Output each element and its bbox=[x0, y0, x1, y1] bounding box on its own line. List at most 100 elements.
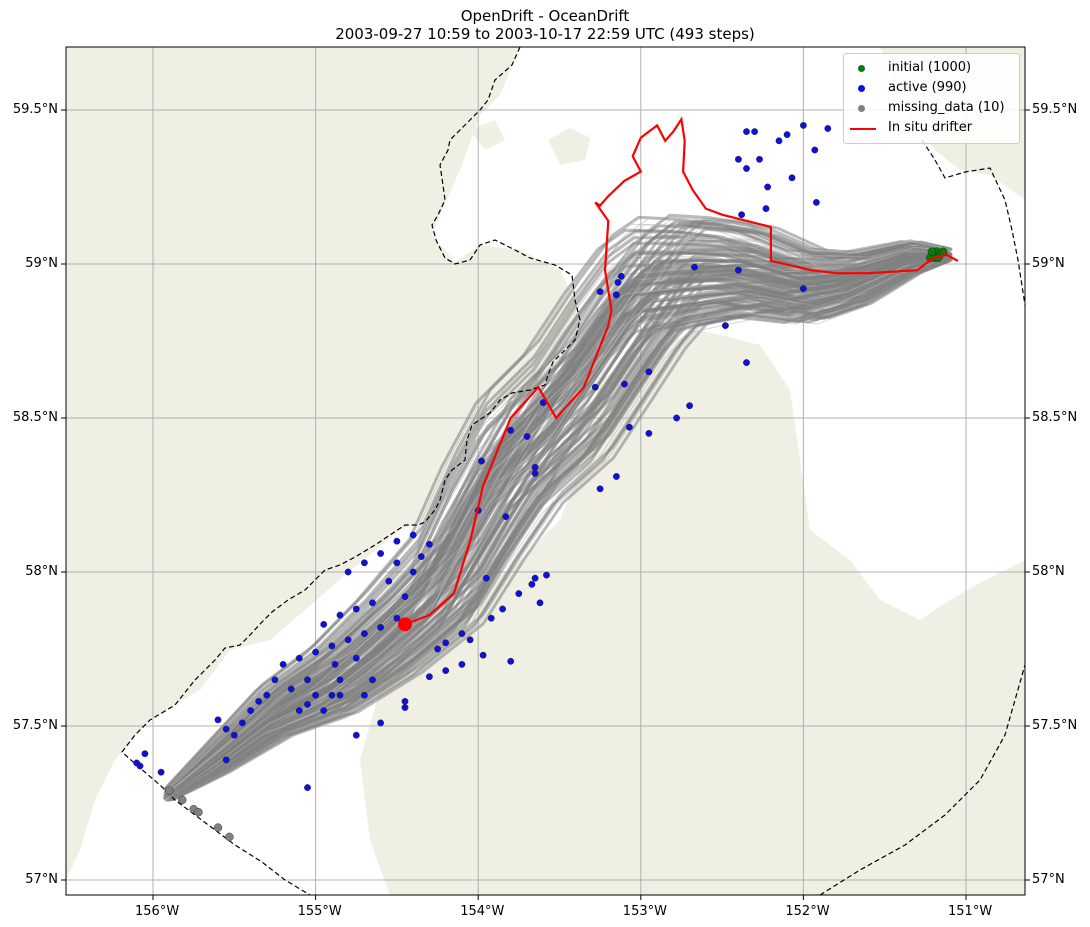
active-point bbox=[417, 553, 425, 560]
active-point bbox=[543, 571, 550, 579]
missing-data-point bbox=[225, 832, 234, 842]
lat-tick-label-right: 57.5°N bbox=[1032, 718, 1078, 733]
active-point bbox=[425, 540, 433, 548]
active-point bbox=[762, 205, 770, 213]
active-point bbox=[502, 513, 510, 520]
active-point bbox=[331, 661, 339, 668]
active-point bbox=[743, 359, 750, 366]
active-point bbox=[425, 673, 433, 681]
active-point bbox=[369, 676, 376, 684]
mainland-land bbox=[66, 47, 580, 880]
drifter-end-marker bbox=[398, 617, 413, 632]
lat-tick-label-right: 59.5°N bbox=[1032, 102, 1078, 117]
active-point bbox=[377, 624, 384, 631]
active-point bbox=[591, 383, 599, 391]
island-north-1 bbox=[548, 128, 590, 165]
active-point bbox=[515, 590, 523, 597]
active-point bbox=[222, 756, 230, 764]
axes-frame bbox=[65, 46, 1026, 896]
active-point bbox=[304, 784, 311, 791]
in-situ-drifter-track bbox=[404, 116, 959, 626]
active-point bbox=[626, 423, 633, 431]
active-point bbox=[531, 469, 539, 477]
active-point bbox=[479, 651, 487, 659]
legend-marker-initial bbox=[858, 65, 865, 72]
legend-item-drifter: In situ drifter bbox=[844, 120, 1019, 138]
active-point bbox=[735, 155, 742, 163]
active-point bbox=[442, 639, 450, 647]
lat-tick-label-left: 59.5°N bbox=[12, 102, 58, 117]
active-point bbox=[722, 322, 729, 329]
active-point bbox=[344, 636, 352, 644]
particle-trajectory bbox=[167, 242, 948, 793]
missing-data-point bbox=[194, 808, 203, 817]
active-point bbox=[271, 676, 279, 684]
active-point bbox=[304, 676, 311, 684]
legend-item-missing: missing_data (10) bbox=[844, 100, 1019, 118]
active-point bbox=[360, 630, 368, 637]
model-domain-boundary-right bbox=[921, 139, 1025, 306]
active-point bbox=[783, 131, 791, 139]
active-point bbox=[401, 593, 409, 600]
initial-point bbox=[927, 247, 937, 256]
active-point bbox=[320, 707, 328, 714]
particle-trajectory bbox=[170, 259, 951, 802]
active-point bbox=[401, 704, 409, 711]
active-point bbox=[304, 701, 311, 708]
particle-trajectory bbox=[166, 259, 945, 800]
active-point bbox=[478, 457, 485, 465]
active-point bbox=[811, 146, 819, 154]
particle-trajectory bbox=[169, 258, 950, 801]
active-point bbox=[743, 128, 750, 136]
active-point bbox=[287, 685, 295, 693]
active-point bbox=[531, 463, 539, 471]
active-point bbox=[536, 599, 544, 607]
lon-tick-label: 154°W bbox=[460, 904, 505, 919]
active-point bbox=[385, 577, 393, 585]
active-point bbox=[482, 574, 490, 582]
active-point bbox=[434, 645, 441, 653]
active-point bbox=[499, 605, 506, 613]
particle-trajectory bbox=[168, 256, 949, 799]
active-point bbox=[393, 537, 401, 545]
active-point bbox=[751, 128, 758, 136]
lat-tick-label-left: 57.5°N bbox=[12, 718, 58, 733]
particle-trajectory bbox=[173, 225, 952, 789]
active-point bbox=[377, 550, 384, 557]
active-point bbox=[157, 768, 165, 776]
active-point bbox=[263, 691, 271, 699]
legend-line-drifter bbox=[850, 128, 876, 130]
drifter-layer bbox=[398, 116, 959, 632]
lon-tick-label: 151°W bbox=[948, 904, 993, 919]
legend-marker-missing bbox=[858, 105, 865, 112]
lat-tick-label-left: 57°N bbox=[25, 872, 58, 887]
active-point bbox=[800, 285, 807, 292]
active-point bbox=[507, 657, 515, 665]
active-point bbox=[409, 568, 417, 576]
active-point bbox=[336, 676, 344, 684]
kodiak-land bbox=[360, 330, 1025, 895]
active-point bbox=[738, 211, 745, 219]
active-point bbox=[735, 266, 742, 274]
island-north-2 bbox=[470, 120, 505, 150]
active-point bbox=[352, 731, 360, 739]
active-point bbox=[775, 137, 783, 145]
active-point bbox=[764, 183, 771, 191]
active-point bbox=[344, 568, 352, 576]
active-point bbox=[614, 279, 622, 286]
lat-tick-label-left: 58.5°N bbox=[12, 410, 58, 425]
missing-data-point bbox=[178, 795, 187, 805]
active-point bbox=[320, 621, 328, 628]
axis-ticks bbox=[61, 109, 1030, 900]
figure-title: OpenDrift - OceanDrift bbox=[460, 7, 630, 25]
active-point bbox=[352, 654, 360, 662]
lat-tick-label-left: 59°N bbox=[25, 256, 58, 271]
active-point bbox=[369, 599, 376, 607]
active-point bbox=[222, 725, 230, 733]
lon-tick-label: 153°W bbox=[622, 904, 667, 919]
active-point bbox=[312, 648, 319, 656]
legend-item-active: active (990) bbox=[844, 80, 1019, 98]
active-point bbox=[531, 574, 539, 582]
active-point bbox=[458, 630, 466, 637]
